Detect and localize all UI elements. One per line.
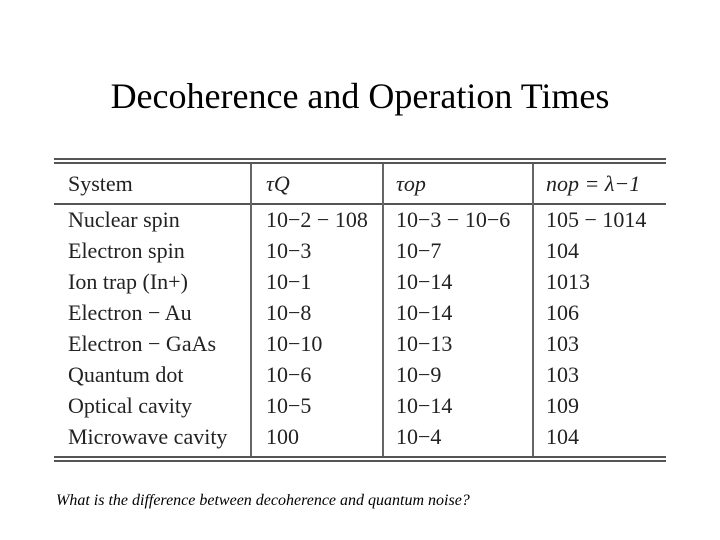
slide-title: Decoherence and Operation Times [110,76,610,116]
header-row: System τQ τop nop = λ−1 [54,166,666,204]
cell-n-op: 104 [546,238,579,263]
cell-n-op: 104 [546,424,579,449]
cell-system: Nuclear spin [68,207,180,232]
cell-system: Electron − Au [68,300,192,325]
cell-tau-q: 10−6 [266,362,312,387]
cell-tau-op: 10−4 [396,424,442,449]
cell-system: Optical cavity [68,393,193,418]
table-bottom-rule-2 [54,460,666,462]
cell-tau-q: 10−10 [266,331,323,356]
cell-n-op: 103 [546,362,579,387]
cell-system: Microwave cavity [68,424,228,449]
cell-tau-op: 10−7 [396,238,442,263]
table-top-rule [54,158,666,160]
cell-system: Ion trap (In+) [68,269,188,294]
header-tau-op: τop [396,170,426,196]
header-system: System [68,170,133,196]
cell-tau-q: 10−2 − 108 [266,207,368,232]
footnote-question: What is the difference between decoheren… [56,492,470,509]
table-row: Ion trap (In+) 10−1 10−14 1013 [54,266,666,297]
cell-n-op: 1013 [546,269,590,294]
table-top-rule-2 [54,162,666,164]
table-row: Electron − GaAs 10−10 10−13 103 [54,328,666,359]
cell-n-op: 103 [546,331,579,356]
cell-n-op: 109 [546,393,579,418]
cell-tau-op: 10−14 [396,300,453,325]
cell-tau-op: 10−13 [396,331,453,356]
table-row: Microwave cavity 100 10−4 104 [54,421,666,452]
cell-n-op: 105 − 1014 [546,207,647,232]
header-n-op: nop = λ−1 [546,170,641,196]
column-divider-2 [382,164,384,456]
table-row: Optical cavity 10−5 10−14 109 [54,390,666,421]
cell-tau-op: 10−9 [396,362,442,387]
table-bottom-rule [54,456,666,458]
cell-tau-q: 10−3 [266,238,312,263]
cell-system: Quantum dot [68,362,184,387]
cell-tau-op: 10−14 [396,393,453,418]
table-header-rule [54,203,666,205]
times-table: System τQ τop nop = λ−1 Nuclear spin 10−… [54,156,666,462]
cell-tau-q: 10−5 [266,393,312,418]
column-divider-3 [532,164,534,456]
table-row: Electron spin 10−3 10−7 104 [54,235,666,266]
cell-tau-q: 10−8 [266,300,312,325]
cell-tau-op: 10−3 − 10−6 [396,207,511,232]
cell-tau-op: 10−14 [396,269,453,294]
cell-n-op: 106 [546,300,579,325]
table-row: Electron − Au 10−8 10−14 106 [54,297,666,328]
header-tau-q: τQ [266,170,290,196]
cell-system: Electron − GaAs [68,331,217,356]
cell-tau-q: 10−1 [266,269,312,294]
cell-tau-q: 100 [266,424,299,449]
cell-system: Electron spin [68,238,185,263]
column-divider-1 [250,164,252,456]
table-row: Quantum dot 10−6 10−9 103 [54,359,666,390]
data-table: System τQ τop nop = λ−1 Nuclear spin 10−… [54,166,666,452]
table-row: Nuclear spin 10−2 − 108 10−3 − 10−6 105 … [54,204,666,235]
